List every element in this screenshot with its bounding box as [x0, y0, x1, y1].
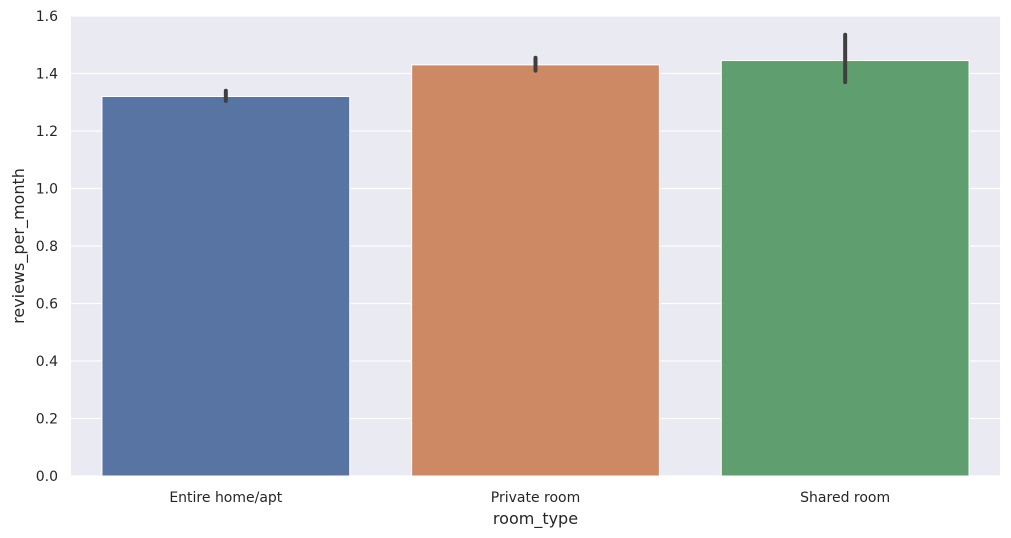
bar-1 [101, 96, 351, 477]
y-tick-label: 0.0 [36, 469, 58, 485]
y-tick-label: 0.8 [36, 239, 58, 255]
bar-2 [411, 64, 660, 477]
x-axis-label: room_type [493, 509, 578, 529]
y-tick-label: 1.0 [36, 182, 58, 198]
y-tick-label: 1.2 [36, 124, 58, 140]
error-bars [223, 32, 848, 103]
y-tick-label: 1.4 [36, 67, 58, 83]
x-tick-label: Private room [491, 490, 580, 506]
y-tick-label: 0.4 [36, 354, 58, 370]
y-tick-label: 1.6 [36, 9, 58, 25]
y-tick-label: 0.2 [36, 412, 58, 428]
bars [101, 60, 970, 477]
bar-3 [720, 60, 970, 477]
y-axis-label: reviews_per_month [9, 168, 29, 324]
y-tick-labels: 0.0 0.2 0.4 0.6 0.8 1.0 1.2 1.4 1.6 [36, 9, 58, 485]
x-tick-label: Entire home/apt [169, 490, 282, 506]
y-tick-label: 0.6 [36, 297, 58, 313]
x-tick-label: Shared room [800, 490, 890, 506]
x-tick-labels: Entire home/apt Private room Shared room [169, 490, 890, 506]
